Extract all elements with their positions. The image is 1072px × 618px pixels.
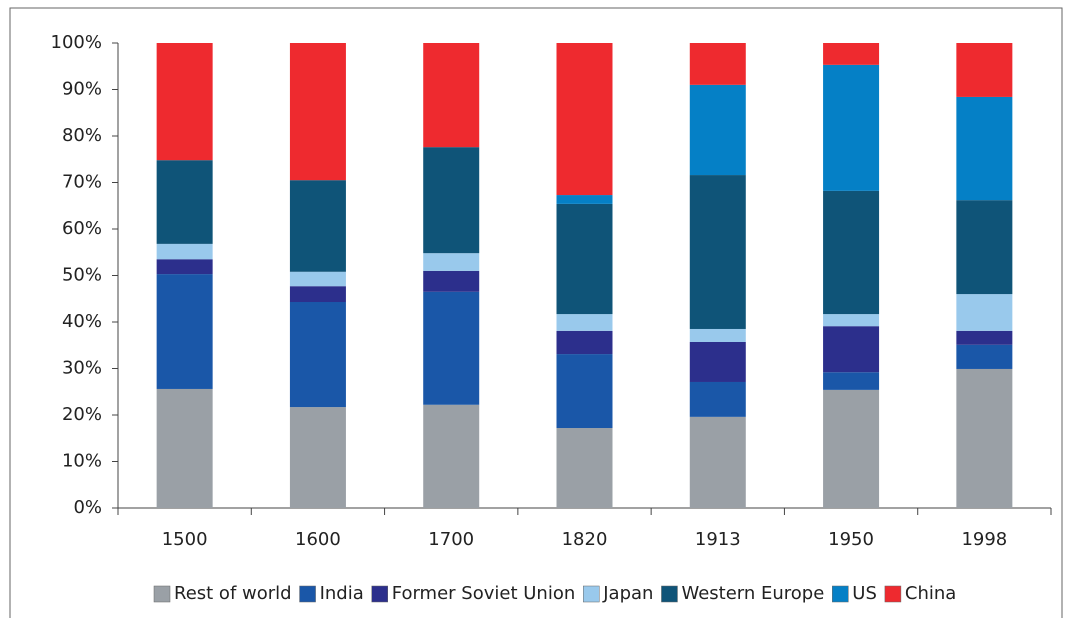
legend-label: Western Europe: [681, 583, 824, 604]
bar-segment: [423, 147, 480, 254]
bar-segment: [956, 330, 1013, 345]
bar-segment: [423, 43, 480, 148]
bar-segment: [823, 389, 880, 508]
bar-segment: [689, 43, 746, 85]
bar-segment: [556, 354, 613, 429]
legend-swatch: [832, 585, 849, 603]
bar-segment: [956, 294, 1013, 331]
frame: [9, 7, 1063, 618]
bar-segment: [556, 203, 613, 315]
bar-segment: [556, 43, 613, 196]
bar-segment: [956, 344, 1013, 369]
bar-segment: [289, 407, 346, 508]
bar-segment: [556, 314, 613, 331]
bar-segment: [423, 291, 480, 405]
bar-segment: [823, 43, 880, 65]
x-tick-label: 1600: [295, 529, 341, 550]
bar-segment: [289, 286, 346, 303]
x-tick-label: 1500: [162, 529, 208, 550]
bar-segment: [156, 43, 213, 161]
y-tick-label: 80%: [62, 125, 102, 146]
legend-swatch: [371, 585, 388, 603]
bar-segment: [823, 326, 880, 373]
legend-swatch: [583, 585, 600, 603]
y-tick-label: 30%: [62, 358, 102, 379]
bar-segment: [823, 314, 880, 327]
bar-segment: [689, 328, 746, 342]
bar-segment: [423, 270, 480, 292]
bar-segment: [956, 368, 1013, 508]
x-tick-label: 1700: [428, 529, 474, 550]
bar-segment: [689, 175, 746, 329]
bar-segment: [423, 404, 480, 508]
legend-label: US: [852, 583, 877, 604]
x-tick-label: 1913: [695, 529, 741, 550]
bar-segment: [956, 43, 1013, 97]
legend-label: India: [320, 583, 364, 604]
y-tick-label: 70%: [62, 172, 102, 193]
bar-segment: [423, 253, 480, 271]
bar-segment: [689, 381, 746, 417]
y-tick-label: 0%: [73, 497, 102, 518]
bar-segment: [289, 43, 346, 181]
legend-swatch: [299, 585, 316, 603]
x-tick-label: 1998: [961, 529, 1007, 550]
y-tick-label: 40%: [62, 311, 102, 332]
legend-swatch: [153, 585, 171, 603]
y-tick-label: 20%: [62, 404, 102, 425]
x-tick-label: 1820: [562, 529, 608, 550]
legend-label: Rest of world: [174, 583, 292, 604]
bar-segment: [823, 190, 880, 315]
bar-segment: [556, 330, 613, 355]
legend-label: China: [905, 583, 956, 604]
y-tick-label: 10%: [62, 451, 102, 472]
y-tick-label: 60%: [62, 218, 102, 239]
legend-label: Former Soviet Union: [392, 583, 576, 604]
bar-segment: [289, 302, 346, 408]
bar-segment: [289, 271, 346, 287]
bar-segment: [823, 372, 880, 390]
bar-segment: [956, 200, 1013, 295]
y-tick-label: 100%: [51, 32, 102, 53]
bar-segment: [156, 160, 213, 244]
legend-swatch: [884, 585, 902, 603]
legend-swatch: [661, 585, 678, 603]
bar-segment: [556, 195, 613, 204]
x-tick-label: 1950: [828, 529, 874, 550]
bar-segment: [289, 180, 346, 272]
legend-label: Japan: [602, 583, 653, 604]
bar-segment: [156, 274, 213, 389]
bar-segment: [823, 64, 880, 191]
bar-segment: [689, 416, 746, 508]
y-tick-label: 50%: [62, 265, 102, 286]
bar-segment: [156, 259, 213, 275]
y-tick-label: 90%: [62, 79, 102, 100]
bar-segment: [556, 428, 613, 508]
bar-segment: [689, 84, 746, 176]
bar-segment: [156, 243, 213, 260]
bar-segment: [689, 341, 746, 382]
bar-segment: [156, 388, 213, 508]
bar-segment: [956, 96, 1013, 201]
